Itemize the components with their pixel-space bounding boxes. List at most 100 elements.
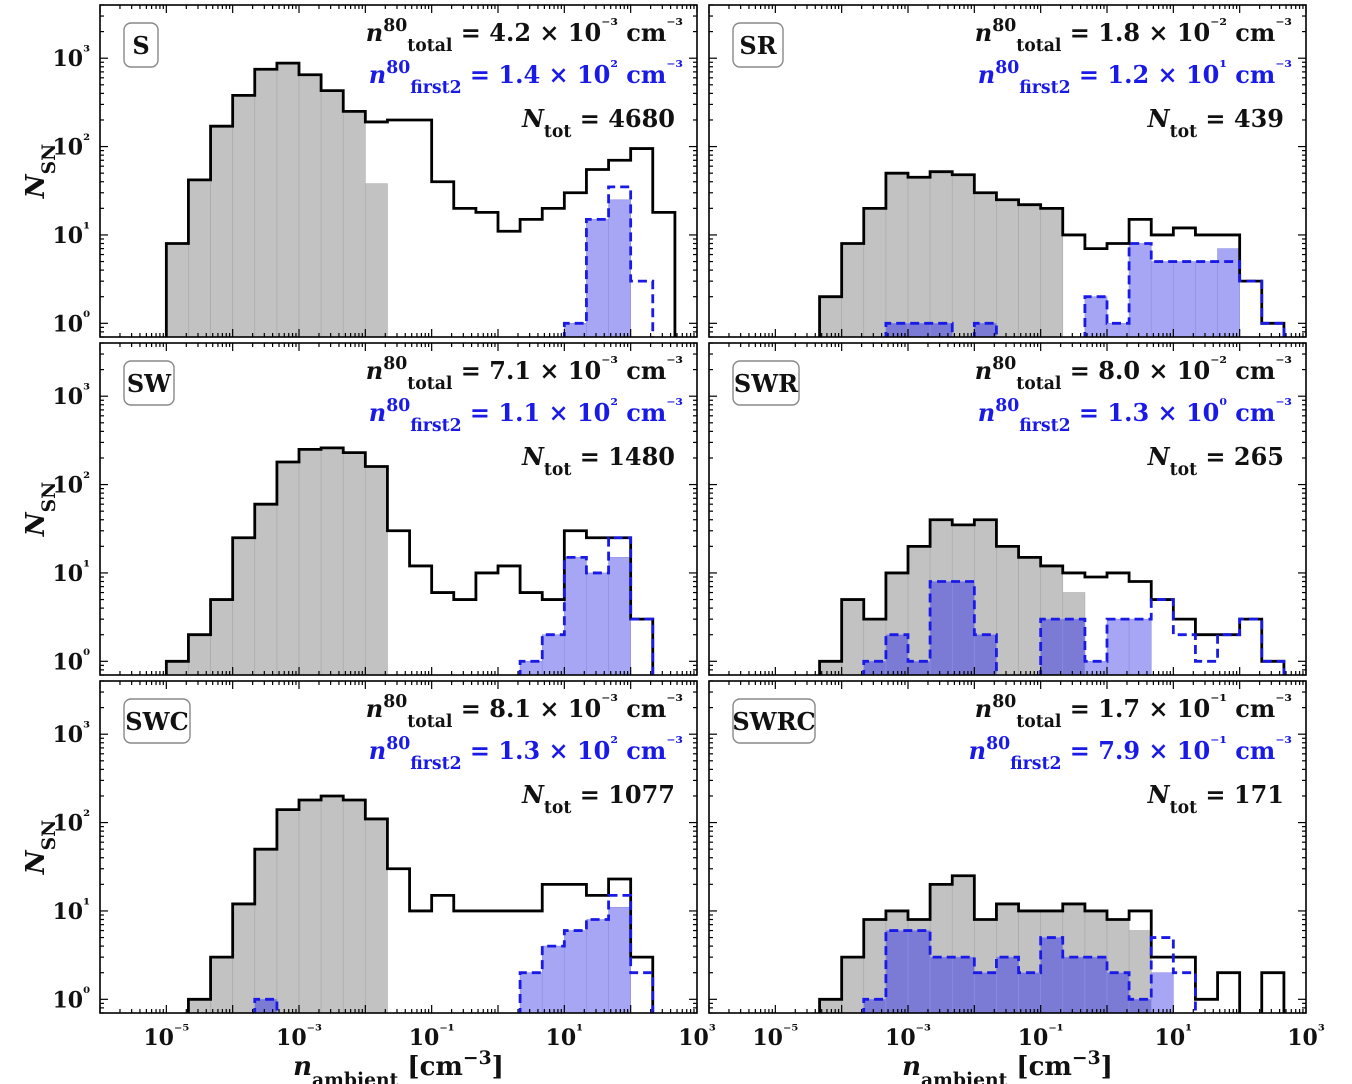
annotation-n-first2: n80first2 = 1.3 × 10² cm⁻³	[369, 734, 683, 774]
gray-bar	[321, 91, 343, 337]
gray-bar	[365, 184, 387, 337]
y-tick-label: 10⁰	[52, 983, 90, 1014]
gray-bar	[321, 448, 343, 675]
gray-bar	[1041, 208, 1063, 337]
gray-bar	[277, 810, 299, 1013]
plot-area	[820, 876, 1284, 1017]
gray-bar	[1019, 205, 1041, 337]
blue-bar	[609, 200, 631, 337]
annotation-n-first2: n80first2 = 1.3 × 10⁰ cm⁻³	[978, 396, 1292, 436]
y-axis-label: NSN	[21, 144, 60, 199]
y-axis-label: NSN	[21, 820, 60, 875]
gray-bar	[233, 904, 255, 1013]
gray-bar	[343, 453, 365, 675]
panel-label: S	[132, 31, 149, 60]
gray-bar	[321, 796, 343, 1013]
gray-bar	[233, 95, 255, 337]
x-tick-label: 10⁻⁵	[752, 1021, 798, 1052]
blue-bar	[996, 957, 1018, 1013]
gray-bar	[996, 546, 1018, 675]
blue-bar	[930, 323, 952, 337]
blue-bar	[586, 219, 608, 337]
panel-label: SR	[739, 31, 777, 60]
blue-bar	[1151, 262, 1173, 337]
blue-bar	[952, 957, 974, 1013]
blue-bar	[255, 999, 277, 1013]
gray-bar	[299, 449, 321, 675]
gray-bar	[277, 63, 299, 337]
panel-swrc: 10⁻⁵ 10⁻³ 10⁻¹ 10¹ 10³nambient [cm−3]SWRC n80…	[709, 681, 1325, 1084]
gray-bar	[365, 819, 387, 1013]
blue-bar	[1063, 619, 1085, 675]
annotation-n-total: n80total = 8.1 × 10⁻³ cm⁻³	[366, 692, 683, 732]
blue-bar	[1085, 297, 1107, 337]
gray-bar	[908, 177, 930, 337]
annotation-N-tot: Ntot = 265	[1147, 442, 1284, 480]
y-tick-label: 10³	[52, 380, 90, 411]
panel-label: SW	[127, 369, 172, 398]
annotation-N-tot: Ntot = 439	[1147, 104, 1284, 142]
blue-bar	[908, 323, 930, 337]
annotation-n-first2: n80first2 = 1.2 × 10¹ cm⁻³	[978, 58, 1292, 98]
annotation-N-tot: Ntot = 1077	[521, 780, 675, 818]
gray-bar	[343, 800, 365, 1013]
gray-bar	[188, 999, 210, 1013]
blue-bar	[609, 557, 631, 675]
x-tick-label: 10³	[1287, 1021, 1325, 1052]
blue-bar	[564, 931, 586, 1013]
y-tick-label: 10³	[52, 718, 90, 749]
gray-bar	[166, 661, 188, 675]
y-tick-label: 10¹	[52, 894, 90, 925]
y-tick-label: 10¹	[52, 218, 90, 249]
x-tick-label: 10¹	[546, 1021, 584, 1052]
x-tick-label: 10⁻¹	[1018, 1021, 1064, 1052]
annotation-n-first2: n80first2 = 1.1 × 10² cm⁻³	[369, 396, 683, 436]
blue-bar	[864, 999, 886, 1013]
x-tick-label: 10⁻³	[885, 1021, 931, 1052]
blue-bar	[1129, 244, 1151, 337]
blue-bar	[1085, 957, 1107, 1013]
blue-bar	[586, 920, 608, 1013]
blue-bar	[908, 661, 930, 675]
panel-s: 10⁰10¹10²10³NSNS n80total = 4.2 × 10⁻³ cm…	[21, 5, 697, 341]
blue-bar	[1019, 973, 1041, 1013]
plot-area	[166, 448, 652, 679]
blue-bar	[974, 635, 996, 675]
blue-bar	[1151, 973, 1173, 1013]
blue-bar	[1195, 262, 1217, 337]
blue-bar	[1107, 619, 1129, 675]
x-tick-label: 10⁻¹	[409, 1021, 455, 1052]
annotation-N-tot: Ntot = 171	[1147, 780, 1284, 818]
annotation-N-tot: Ntot = 1480	[521, 442, 675, 480]
x-tick-label: 10³	[678, 1021, 716, 1052]
annotation-n-first2: n80first2 = 1.4 × 10² cm⁻³	[369, 58, 683, 98]
blue-bar	[974, 973, 996, 1013]
blue-bar	[908, 931, 930, 1013]
blue-bar	[886, 931, 908, 1013]
blue-bar	[1041, 619, 1063, 675]
gray-bar	[211, 957, 233, 1013]
blue-bar	[1063, 957, 1085, 1013]
panel-label: SWC	[125, 707, 188, 736]
panel-sw: 10⁰ 10¹ 10² 10³ NSN SW n80total = 7.1 × 10⁻³ c…	[21, 343, 697, 679]
gray-bar	[255, 849, 277, 1013]
y-tick-label: 10³	[52, 42, 90, 73]
x-axis-label: nambient [cm−3]	[293, 1047, 504, 1084]
panel-swc: 10⁰ 10¹ 10² 10³ NSN 10⁻⁵ 10⁻³ 10⁻¹ 10¹ 10³ nambien…	[21, 681, 716, 1084]
blue-bar	[1173, 262, 1195, 337]
blue-bar	[520, 661, 542, 675]
y-tick-label: 10⁰	[52, 645, 90, 676]
blue-bar	[609, 907, 631, 1013]
annotation-n-total: n80total = 4.2 × 10⁻³ cm⁻³	[366, 16, 683, 56]
gray-bar	[908, 546, 930, 675]
gray-bar	[299, 75, 321, 337]
blue-bar	[930, 582, 952, 675]
blue-bar	[1129, 999, 1151, 1013]
x-axis-label: nambient [cm−3]	[902, 1047, 1113, 1084]
blue-bar	[1107, 323, 1129, 337]
gray-bar	[996, 200, 1018, 337]
gray-bar	[820, 297, 842, 337]
gray-bar	[255, 69, 277, 337]
